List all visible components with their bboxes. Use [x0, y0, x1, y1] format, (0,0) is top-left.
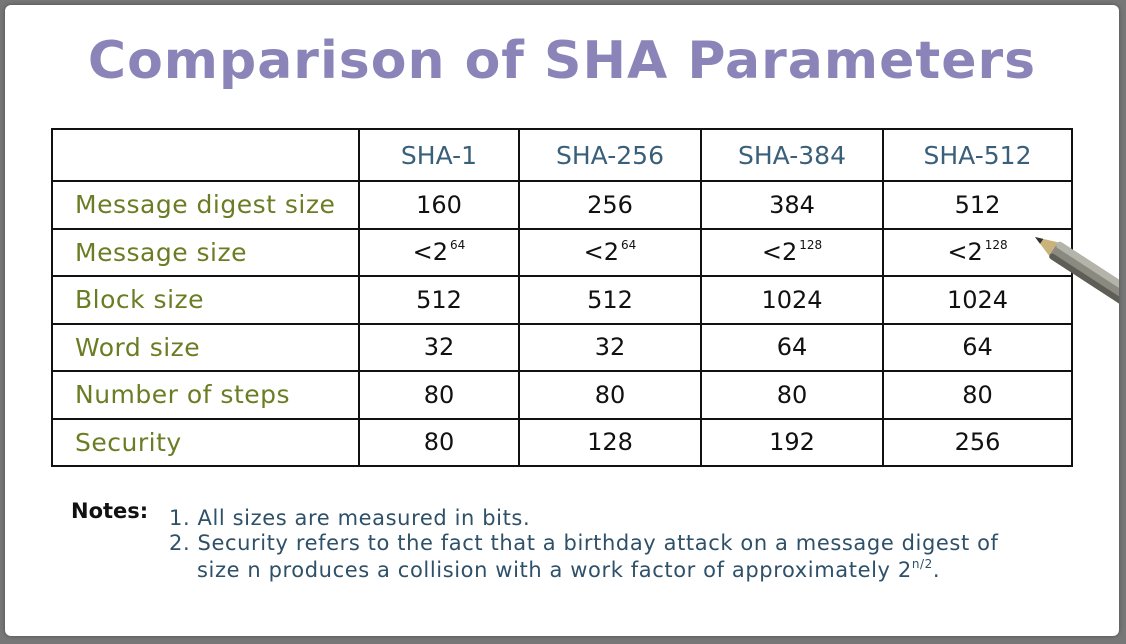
cell-value: 256: [518, 180, 702, 230]
cell-value: 128: [518, 417, 702, 467]
cell-base: <2: [761, 238, 798, 267]
note-trailing: .: [932, 558, 941, 582]
cell-value: 32: [518, 322, 702, 372]
row-label-word-size: Word size: [51, 322, 360, 372]
row-label-security: Security: [51, 417, 360, 467]
page-title: Comparison of SHA Parameters: [87, 31, 1037, 91]
table-row: Message size <2 64 <2 64 <2 128 <2 128: [51, 227, 1073, 277]
cell-exponent: 64: [621, 238, 637, 253]
cell-value: 1024: [882, 275, 1073, 325]
row-label-message-digest-size: Message digest size: [51, 180, 360, 230]
cell-value: 64: [700, 322, 884, 372]
cell-base: <2: [412, 238, 449, 267]
cell-value: 80: [882, 370, 1073, 420]
pen-icon: [1035, 237, 1119, 326]
cell-base: <2: [947, 238, 983, 267]
header-sha-512: SHA-512: [882, 128, 1073, 182]
cell-value: 64: [882, 322, 1073, 372]
cell-value: 512: [882, 180, 1073, 230]
cell-value: <2 128: [882, 227, 1073, 277]
header-sha-1: SHA-1: [358, 128, 520, 182]
cell-value: 384: [700, 180, 884, 230]
note-text: size n produces a collision with a work …: [197, 558, 912, 582]
cell-exponent: 64: [450, 238, 466, 253]
header-empty-cell: [51, 128, 360, 182]
row-label-message-size: Message size: [51, 227, 360, 277]
cell-exponent: 128: [984, 238, 1008, 253]
cell-value: 160: [358, 180, 520, 230]
note-exponent: n/2: [911, 557, 933, 571]
note-item-1: 1. All sizes are measured in bits.: [169, 506, 531, 530]
note-item-2-continued: size n produces a collision with a work …: [197, 557, 940, 582]
note-item-2: 2. Security refers to the fact that a bi…: [169, 531, 999, 555]
table-row: Number of steps 80 80 80 80: [51, 370, 1073, 420]
cell-value: 80: [700, 370, 884, 420]
cell-value: 256: [882, 417, 1073, 467]
table-row: Message digest size 160 256 384 512: [51, 180, 1073, 230]
cell-value: <2 64: [358, 227, 520, 277]
cell-value: 512: [358, 275, 520, 325]
cell-value: 1024: [700, 275, 884, 325]
whiteboard: Comparison of SHA Parameters SHA-1 SHA-2…: [5, 5, 1119, 636]
cell-value: 80: [518, 370, 702, 420]
table-row: Block size 512 512 1024 1024: [51, 275, 1073, 325]
table-row: Security 80 128 192 256: [51, 417, 1073, 467]
cell-value: 80: [358, 370, 520, 420]
table-row: Word size 32 32 64 64: [51, 322, 1073, 372]
notes-label: Notes:: [71, 499, 149, 523]
table-header-row: SHA-1 SHA-256 SHA-384 SHA-512: [51, 128, 1073, 182]
row-label-block-size: Block size: [51, 275, 360, 325]
cell-value: <2 64: [518, 227, 702, 277]
cell-value: 80: [358, 417, 520, 467]
cell-value: 32: [358, 322, 520, 372]
header-sha-384: SHA-384: [700, 128, 884, 182]
row-label-number-of-steps: Number of steps: [51, 370, 360, 420]
header-sha-256: SHA-256: [518, 128, 702, 182]
cell-value: <2 128: [700, 227, 884, 277]
sha-comparison-table: SHA-1 SHA-256 SHA-384 SHA-512 Message di…: [51, 128, 1073, 467]
cell-base: <2: [583, 238, 620, 267]
cell-exponent: 128: [799, 238, 823, 253]
cell-value: 512: [518, 275, 702, 325]
cell-value: 192: [700, 417, 884, 467]
